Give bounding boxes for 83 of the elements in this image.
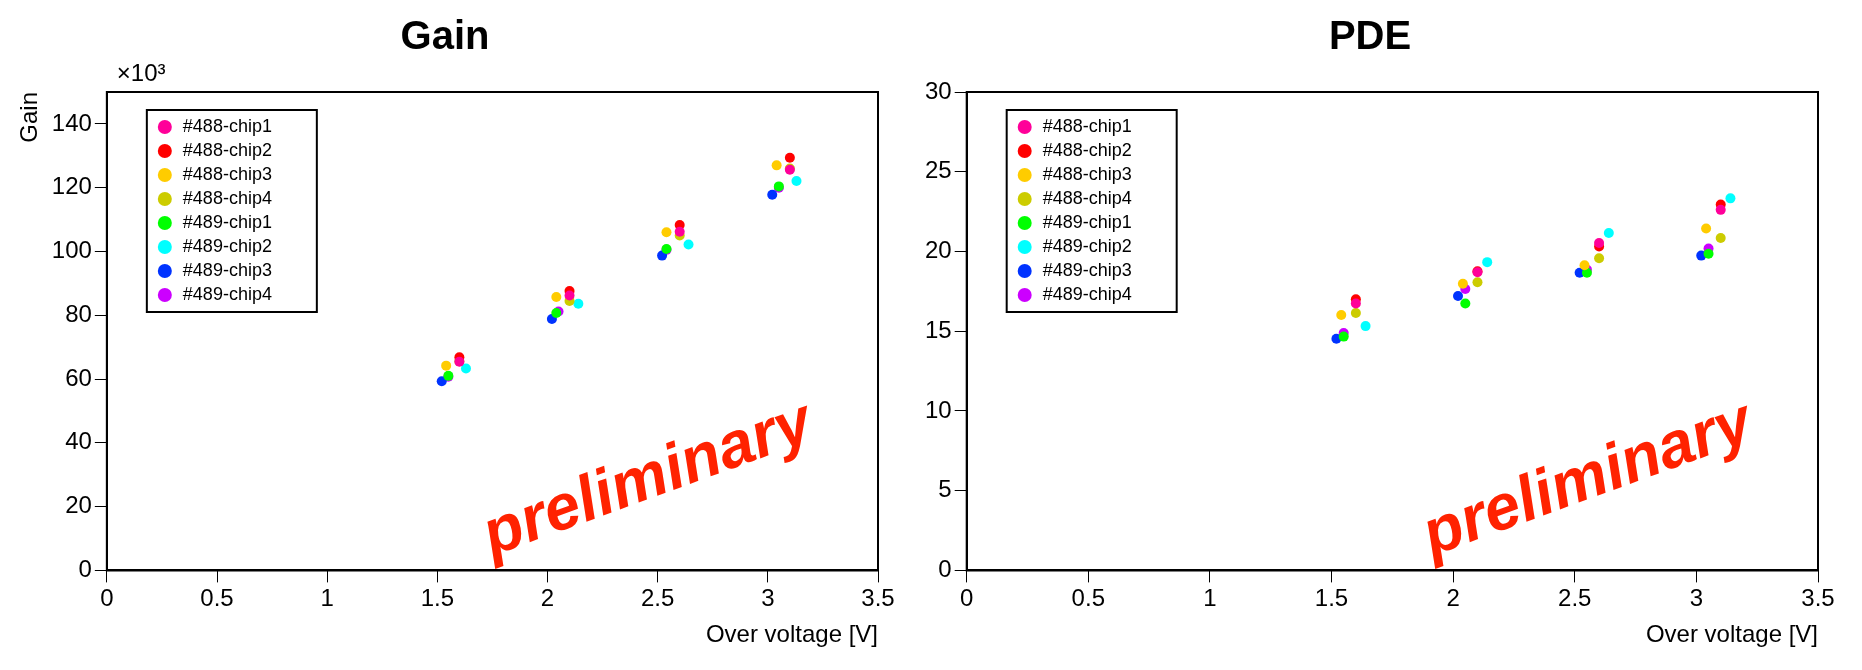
legend-label: #488-chip2 [1042,139,1132,160]
point [1715,204,1726,215]
x-tick-label: 2 [1446,584,1460,612]
y-tick-label: 0 [938,555,952,583]
x-tick-label: 3.5 [1801,584,1835,612]
chart-title: PDE [1328,13,1412,58]
x-tick-label: 2 [540,584,555,612]
y-tick-label: 0 [78,555,92,583]
point [436,376,447,387]
legend-label: #489-chip3 [1042,259,1132,280]
point [1603,227,1614,238]
point [1725,193,1736,204]
point [1460,298,1471,309]
point [441,360,452,371]
legend-label: #488-chip4 [182,187,272,208]
legend-label: #488-chip2 [182,139,272,160]
point [1457,278,1468,289]
point [674,226,685,237]
point [1715,233,1726,244]
point [784,152,795,163]
y-axis-title: Gain [15,92,43,143]
point [661,227,672,238]
point [1579,260,1590,271]
x-tick-label: 1.5 [420,584,455,612]
y-tick-label: 10 [924,395,952,423]
x-tick-label: 0.5 [200,584,234,612]
point [1350,298,1361,309]
legend-label: #489-chip2 [182,235,272,256]
y-tick-label: 120 [51,172,92,200]
x-tick-label: 1 [320,584,334,612]
y-tick-label: 40 [65,427,92,455]
text: ×10³ [116,58,166,86]
y-tick-label: 15 [924,315,952,343]
legend-label: #488-chip3 [1042,163,1132,184]
point [460,363,471,374]
x-tick-label: 3 [1689,584,1704,612]
x-tick-label: 2.5 [640,584,675,612]
y-tick-label: 60 [65,363,92,391]
legend-label: #489-chip3 [182,259,272,280]
legend-label: #488-chip1 [1042,115,1132,136]
point [1472,277,1483,288]
point [1594,253,1605,264]
y-tick-label: 80 [65,299,92,327]
y-tick-label: 100 [51,236,92,264]
x-axis-title: Over voltage [V] [705,620,878,648]
legend-label: #489-chip4 [1042,283,1132,304]
point [564,290,575,301]
chart-title: Gain [400,13,490,58]
legend-label: #488-chip4 [1042,187,1132,208]
point [791,175,802,186]
x-tick-label: 3 [761,584,775,612]
point [1703,248,1714,259]
point [1482,257,1493,268]
x-tick-label: 1.5 [1314,584,1349,612]
x-tick-label: 0 [960,584,974,612]
point [767,189,778,200]
point [683,239,694,250]
legend-label: #489-chip1 [1042,211,1132,232]
x-tick-label: 3.5 [861,584,895,612]
point [1350,308,1361,319]
y-tick-label: 30 [924,76,952,104]
x-axis-title: Over voltage [V] [1645,620,1818,648]
y-tick-label: 140 [51,108,92,136]
point [771,160,782,171]
x-tick-label: 0.5 [1071,584,1105,612]
y-tick-label: 5 [938,475,952,503]
point [573,298,584,309]
point [1360,321,1371,332]
legend-label: #488-chip1 [182,115,272,136]
legend-label: #489-chip2 [1042,235,1132,256]
point [1701,223,1712,234]
point [551,292,562,303]
legend-label: #489-chip1 [182,211,272,232]
y-tick-label: 25 [924,156,952,184]
point [1453,290,1464,301]
y-tick-label: 20 [924,236,952,264]
point [1336,309,1347,320]
x-tick-label: 0 [100,584,114,612]
y-tick-label: 20 [65,491,92,519]
legend-label: #488-chip3 [182,163,272,184]
x-tick-label: 2.5 [1558,584,1592,612]
legend-label: #489-chip4 [182,283,272,304]
x-tick-label: 1 [1203,584,1217,612]
